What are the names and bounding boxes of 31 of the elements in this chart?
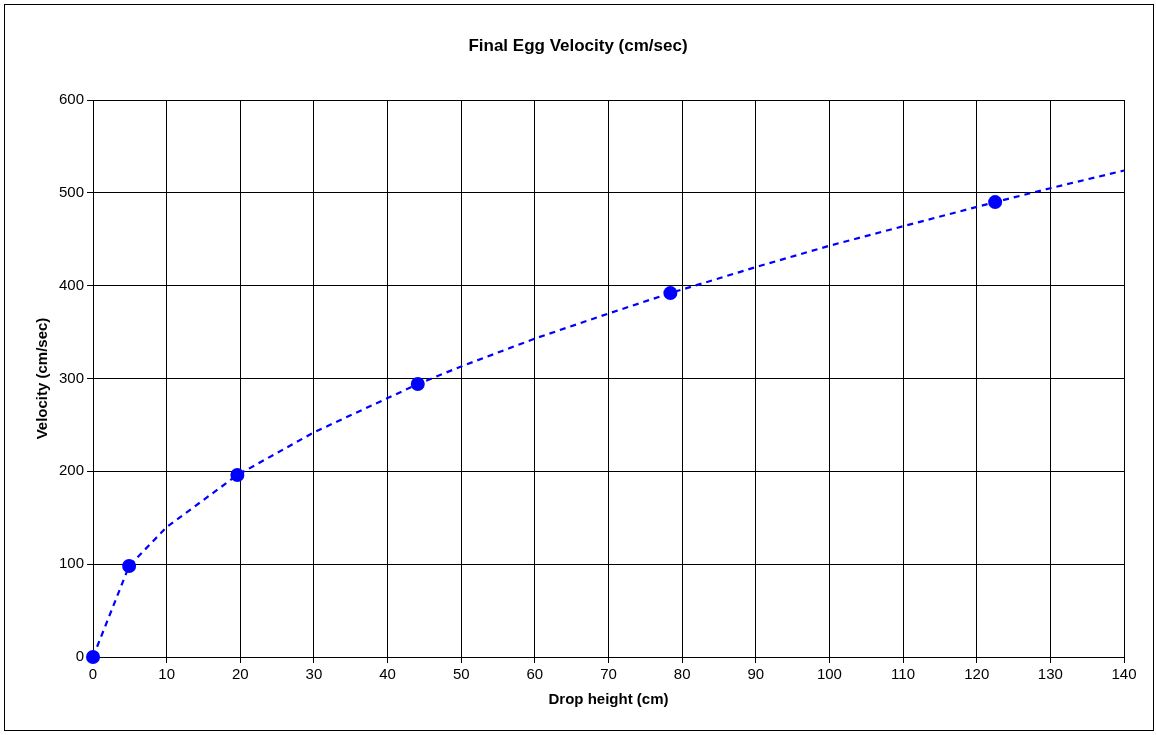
y-tick-label: 400	[59, 275, 85, 293]
y-tick-label: 0	[75, 647, 85, 665]
chart-title: Final Egg Velocity (cm/sec)	[467, 36, 689, 56]
x-tick-label: 130	[1037, 665, 1063, 683]
y-tick-label: 200	[59, 461, 85, 479]
x-tick-label: 50	[452, 665, 470, 683]
x-tick-label: 70	[600, 665, 617, 683]
y-axis-title: Velocity (cm/sec)	[33, 317, 51, 440]
point	[230, 468, 245, 483]
x-tick-label: 40	[379, 665, 396, 683]
y-tick-label: 500	[59, 182, 85, 200]
point	[410, 377, 425, 392]
x-tick-label: 0	[88, 665, 98, 683]
point	[86, 650, 101, 664]
x-axis-title: Drop height (cm)	[548, 690, 669, 708]
x-tick-label: 110	[891, 665, 916, 683]
x-tick-label: 60	[526, 665, 544, 683]
point	[663, 286, 678, 301]
x-tick-label: 120	[964, 665, 990, 683]
y-tick-label: 100	[59, 554, 85, 572]
x-tick-label: 140	[1111, 665, 1137, 683]
x-tick-label: 80	[673, 665, 691, 683]
x-tick-label: 100	[816, 665, 842, 683]
y-tick-label: 300	[59, 368, 85, 386]
x-tick-label: 20	[231, 665, 249, 683]
x-tick-label: 30	[305, 665, 323, 683]
point	[988, 195, 1003, 210]
y-tick-label: 600	[59, 90, 85, 108]
x-tick-label: 90	[747, 665, 765, 683]
x-tick-label: 10	[158, 665, 176, 683]
point	[122, 559, 137, 574]
